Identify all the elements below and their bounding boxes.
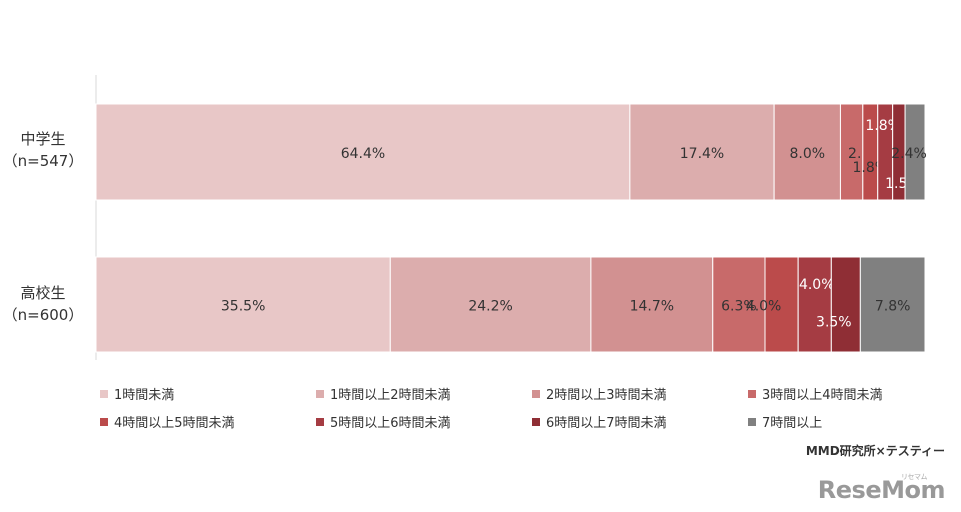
data-label-1-7: 7.8% [875,299,911,315]
data-label-0-1: 17.4% [680,146,724,162]
resemom-watermark: リセマム ReseMom [817,473,946,504]
legend-label-5: 5時間以上6時間未満 [330,416,451,431]
bar-segment-0-0 [95,103,631,201]
legend-swatch-5 [316,417,324,426]
bar-segment-1-1 [389,256,592,353]
legend-swatch-4 [100,417,108,426]
legend-item-2: 2時間以上3時間未満 [532,384,667,403]
legend-label-2: 2時間以上3時間未満 [546,388,667,403]
bar-segment-0-2 [773,103,841,201]
legend-label-3: 3時間以上4時間未満 [762,388,883,403]
stacked-bar-chart: 64.4%17.4%8.0%2.7%1.8%1.8%1.5%2.4%35.5%2… [95,75,927,360]
legend-label-1: 1時間以上2時間未満 [330,388,451,403]
legend-label-4: 4時間以上5時間未満 [114,416,235,431]
data-label-0-5: 1.8% [865,118,901,134]
bar-segment-0-1 [629,103,775,201]
legend-swatch-3 [748,389,756,398]
legend-label-6: 6時間以上7時間未満 [546,416,667,431]
data-label-1-2: 14.7% [630,299,674,315]
data-label-1-0: 35.5% [221,299,265,315]
bar-segment-1-5 [797,256,832,353]
bar-segment-1-2 [590,256,714,353]
bar-segment-1-3 [712,256,766,353]
category-label-0: 中学生 （n=547） [2,130,84,170]
data-label-1-4: 4.0% [746,299,782,315]
legend-item-5: 5時間以上6時間未満 [316,412,451,431]
legend-label-7: 7時間以上 [762,416,823,431]
legend-item-0: 1時間未満 [100,384,174,403]
legend-swatch-1 [316,389,324,398]
legend-item-6: 6時間以上7時間未満 [532,412,667,431]
bar-segment-0-7 [904,103,926,201]
legend-item-4: 4時間以上5時間未満 [100,412,235,431]
legend-item-7: 7時間以上 [748,412,822,431]
legend-swatch-7 [748,417,756,426]
data-label-0-7: 2.4% [891,146,927,162]
data-label-1-3: 6.3% [721,299,757,315]
legend-swatch-2 [532,389,540,398]
legend-item-1: 1時間以上2時間未満 [316,384,451,403]
legend-item-3: 3時間以上4時間未満 [748,384,883,403]
legend-label-0: 1時間未満 [114,388,175,403]
bar-segment-1-7 [859,256,926,353]
category-label-1: 高校生 （n=600） [2,284,84,324]
legend-swatch-6 [532,417,540,426]
data-label-1-1: 24.2% [468,299,512,315]
data-label-0-0: 64.4% [341,146,385,162]
data-label-0-2: 8.0% [789,146,825,162]
data-label-1-6: 3.5% [816,315,852,331]
data-label-1-5: 4.0% [799,277,835,293]
bar-segment-1-6 [830,256,861,353]
legend-swatch-0 [100,389,108,398]
source-credit: MMD研究所×テスティー [805,444,945,458]
bar-segment-1-0 [95,256,391,353]
